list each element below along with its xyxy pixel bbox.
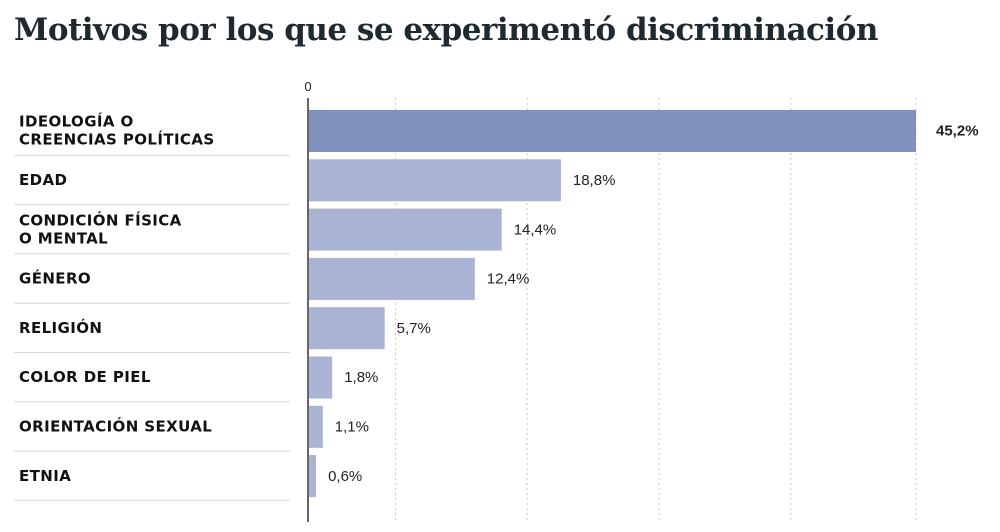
value-labels: 45,2% 18,8% 14,4% 12,4% 5,7% 1,8% 1,1% 0,6% — [328, 123, 978, 485]
bar-6 — [309, 405, 323, 448]
category-labels: IDEOLOGÍA O CREENCIAS POLÍTICAS EDAD CONDIC… — [19, 112, 215, 485]
value-label-4: 5,7% — [397, 320, 431, 337]
value-label-1: 18,8% — [573, 172, 616, 189]
category-label-0: IDEOLOGÍA O CREENCIAS POLÍTICAS — [19, 112, 215, 149]
value-label-6: 1,1% — [335, 418, 369, 435]
category-label-3: GÉNERO — [19, 269, 91, 288]
category-label-line: EDAD — [19, 171, 67, 189]
value-label-7: 0,6% — [328, 468, 362, 485]
category-label-line: RELIGIÓN — [19, 318, 102, 337]
category-label-2: CONDICIÓN FÍSICA O MENTAL — [19, 210, 182, 247]
bar-1 — [309, 159, 561, 202]
bar-7 — [309, 455, 317, 498]
category-label-line: ETNIA — [19, 467, 71, 485]
category-label-6: ORIENTACIÓN SEXUAL — [19, 416, 212, 435]
bar-2 — [309, 208, 502, 251]
category-label-1: EDAD — [19, 171, 67, 189]
category-label-7: ETNIA — [19, 467, 71, 485]
category-label-line: GÉNERO — [19, 269, 91, 288]
category-label-line: CONDICIÓN FÍSICA — [19, 210, 182, 229]
bar-0 — [309, 110, 916, 152]
bar-3 — [309, 257, 475, 300]
category-label-4: RELIGIÓN — [19, 318, 102, 337]
x-tick-labels: 0 — [304, 79, 311, 94]
category-label-line: ORIENTACIÓN SEXUAL — [19, 416, 212, 435]
chart-title: Motivos por los que se experimentó discr… — [14, 12, 878, 48]
category-label-line: IDEOLOGÍA O — [19, 112, 134, 131]
x-tick-label-0: 0 — [304, 79, 311, 94]
category-label-line: O MENTAL — [19, 229, 108, 247]
category-label-5: COLOR DE PIEL — [19, 368, 151, 386]
value-label-0: 45,2% — [936, 123, 979, 140]
category-label-line: COLOR DE PIEL — [19, 368, 151, 386]
value-label-2: 14,4% — [514, 221, 557, 238]
row-separators — [14, 154, 290, 501]
value-label-3: 12,4% — [487, 271, 530, 288]
value-label-5: 1,8% — [344, 369, 378, 386]
category-label-line: CREENCIAS POLÍTICAS — [19, 130, 215, 149]
bars — [309, 110, 916, 498]
bar-5 — [309, 356, 333, 399]
bar-4 — [309, 307, 385, 350]
